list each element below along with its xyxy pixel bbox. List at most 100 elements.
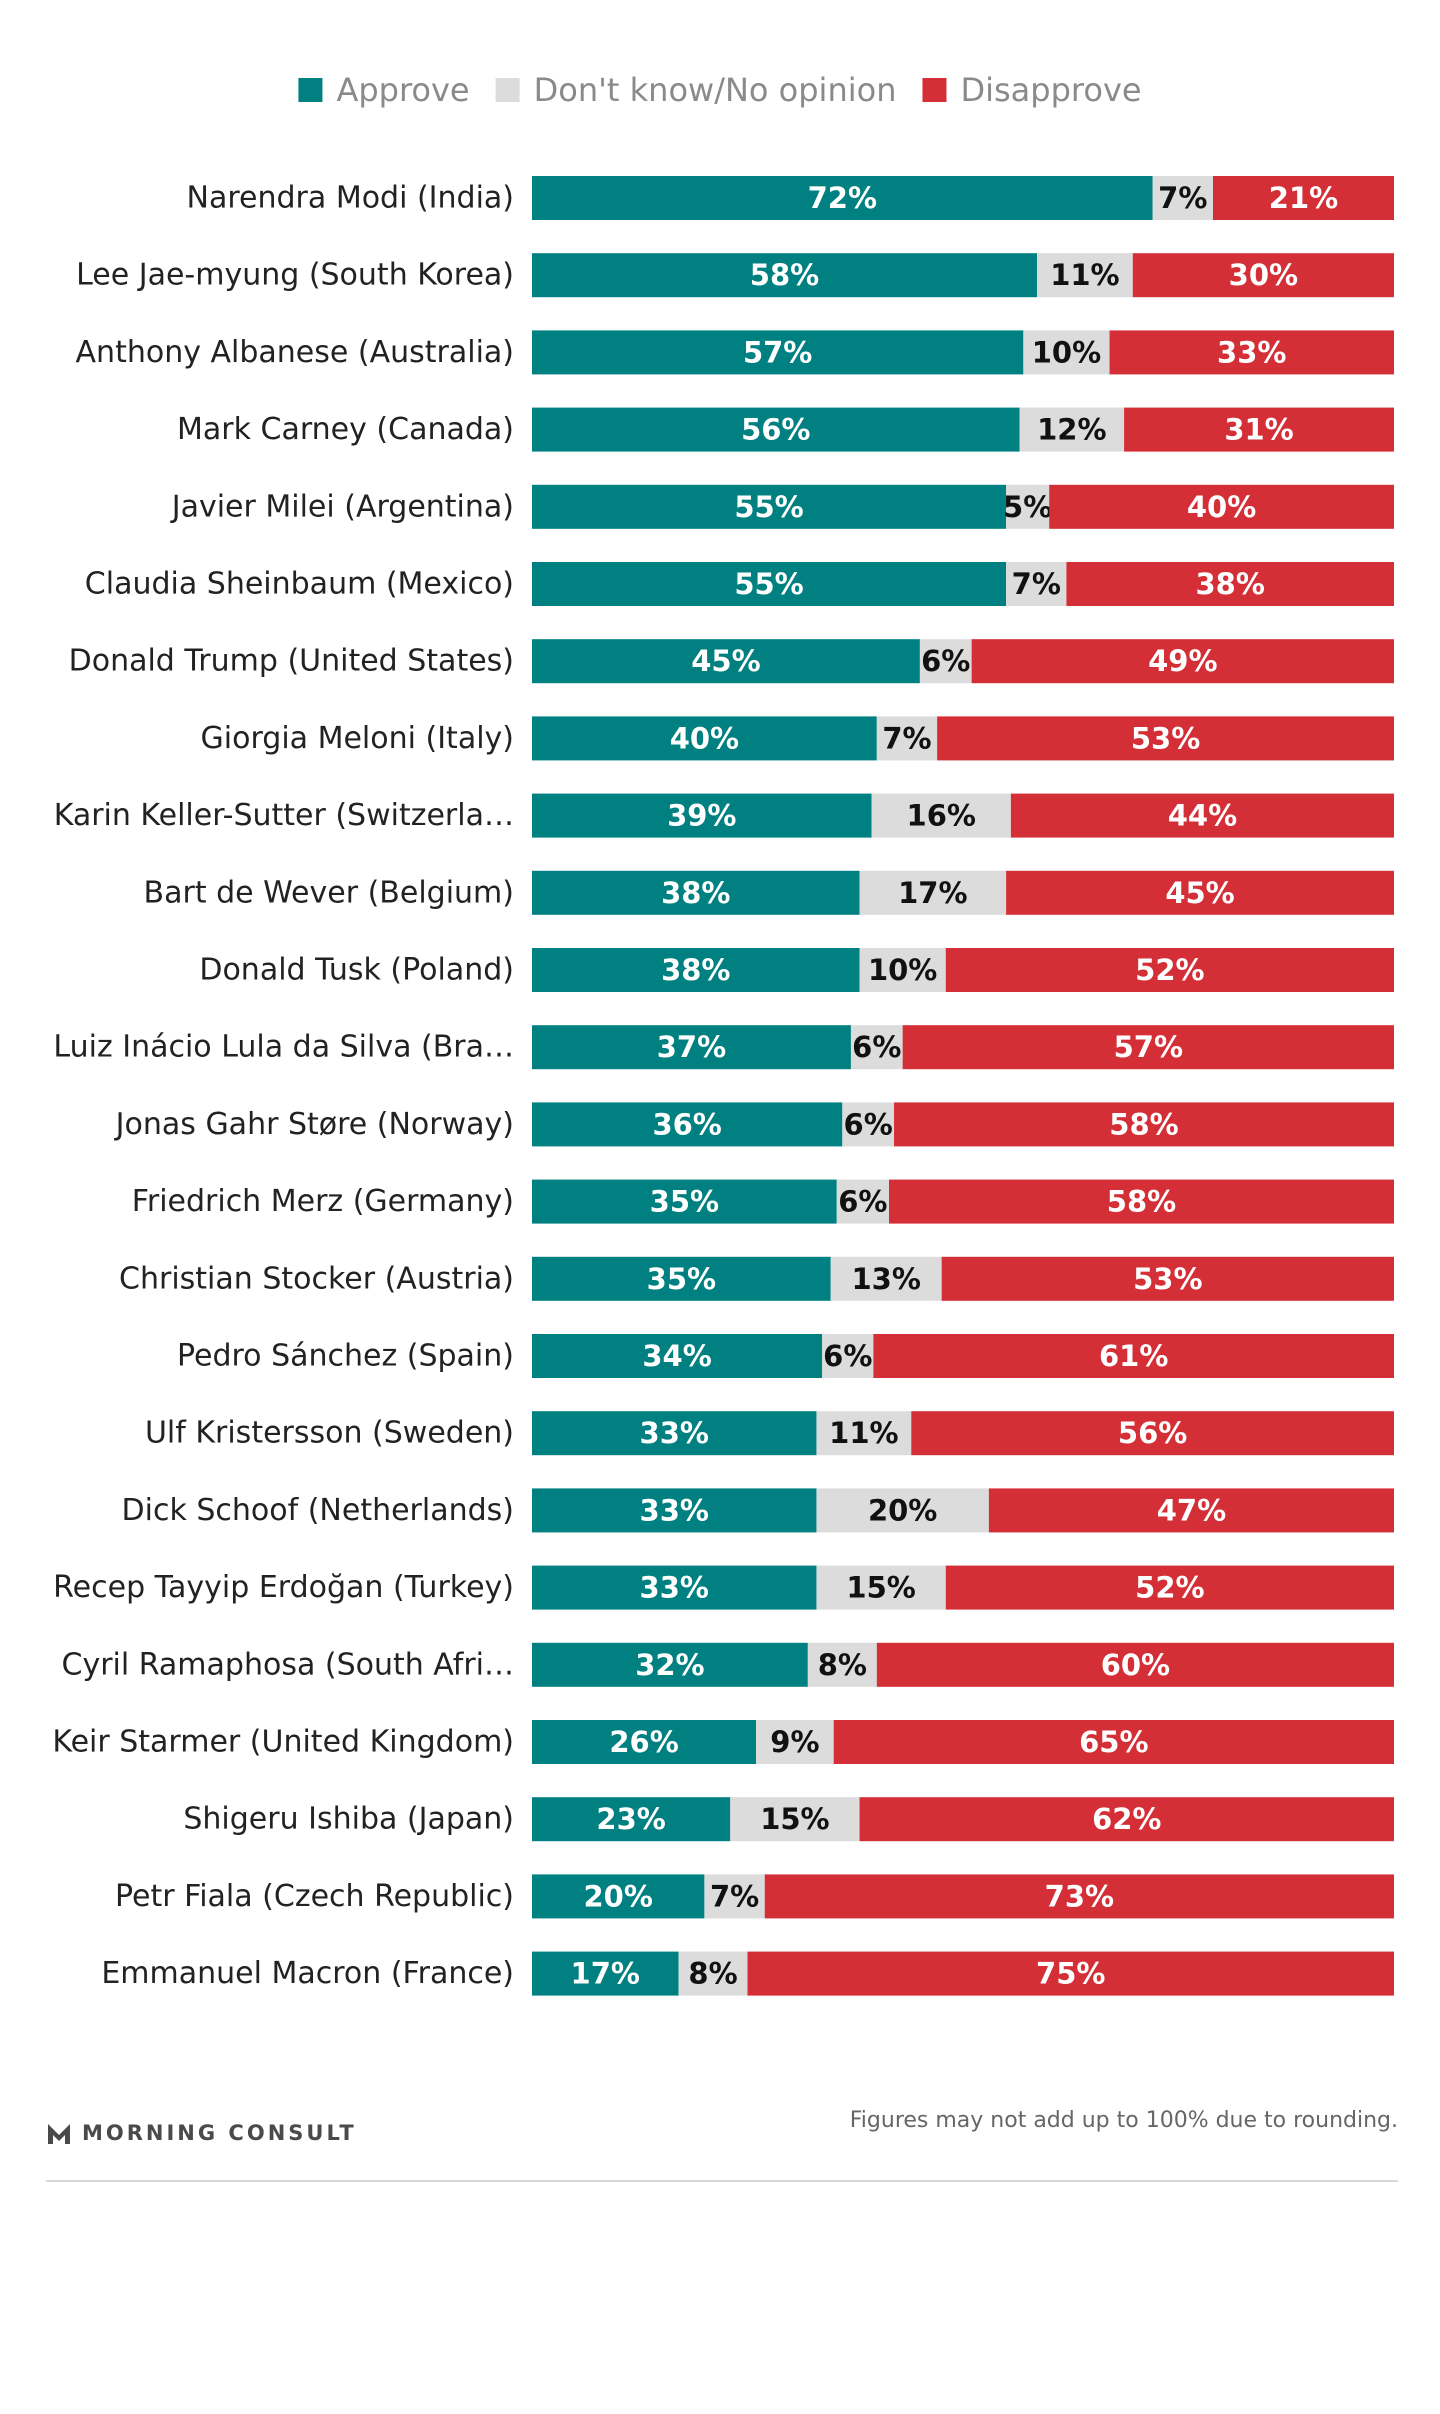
bar-row-petr-fiala-czech-republic: Petr Fiala (Czech Republic) 20% 7% 73% xyxy=(115,1874,1394,1919)
legend-swatch-don-t-know-no-opinion xyxy=(495,78,520,102)
bar-segment-disapprove xyxy=(876,1642,1394,1687)
bar-segment-disapprove xyxy=(911,1411,1394,1456)
data-label-disapprove: 52% xyxy=(1135,953,1204,987)
data-label-disapprove: 75% xyxy=(1036,1957,1105,1991)
bar-row-ulf-kristersson-sweden: Ulf Kristersson (Sweden) 33% 11% 56% xyxy=(145,1411,1394,1456)
data-label-don-t-know-no-opinion: 15% xyxy=(846,1571,915,1605)
bar-segment-approve xyxy=(532,1951,679,1996)
data-label-approve: 23% xyxy=(596,1802,665,1836)
legend-label-approve: Approve xyxy=(336,71,469,109)
bar-segment-approve xyxy=(532,793,872,838)
data-label-disapprove: 21% xyxy=(1269,181,1338,215)
category-label: Narendra Modi (India) xyxy=(187,181,514,216)
bar-segment-don-t-know-no-opinion xyxy=(1006,562,1067,606)
bar-segment-don-t-know-no-opinion xyxy=(836,1179,889,1224)
bar-segment-approve xyxy=(532,870,860,915)
data-label-disapprove: 58% xyxy=(1107,1185,1176,1219)
bar-segment-approve xyxy=(532,176,1153,220)
category-label: Dick Schoof (Netherlands) xyxy=(122,1493,514,1528)
data-label-disapprove: 45% xyxy=(1165,876,1234,910)
category-label: Pedro Sánchez (Spain) xyxy=(177,1339,514,1374)
bar-segment-disapprove xyxy=(1049,484,1394,529)
bar-row-dick-schoof-netherlands: Dick Schoof (Netherlands) 33% 20% 47% xyxy=(122,1488,1394,1533)
morning-consult-logo-icon xyxy=(48,2124,70,2144)
bar-row-anthony-albanese-australia: Anthony Albanese (Australia) 57% 10% 33% xyxy=(76,330,1394,375)
bar-segment-disapprove xyxy=(1109,330,1394,375)
bar-segment-disapprove xyxy=(888,1179,1394,1224)
data-label-approve: 58% xyxy=(750,258,819,292)
data-label-disapprove: 44% xyxy=(1168,799,1237,833)
bar-segment-approve xyxy=(532,1642,808,1687)
legend-item-disapprove: Disapprove xyxy=(922,71,1142,109)
data-label-approve: 38% xyxy=(661,953,730,987)
bar-row-giorgia-meloni-italy: Giorgia Meloni (Italy) 40% 7% 53% xyxy=(201,716,1394,761)
data-label-disapprove: 38% xyxy=(1196,567,1265,601)
bar-segment-disapprove xyxy=(859,1797,1394,1842)
data-label-don-t-know-no-opinion: 10% xyxy=(1032,335,1101,369)
data-label-approve: 55% xyxy=(734,567,803,601)
bar-segment-don-t-know-no-opinion xyxy=(816,1565,946,1610)
category-label: Donald Trump (United States) xyxy=(69,644,514,679)
category-label: Jonas Gahr Støre (Norway) xyxy=(114,1107,514,1142)
bar-row-claudia-sheinbaum-mexico: Claudia Sheinbaum (Mexico) 55% 7% 38% xyxy=(85,562,1394,606)
data-label-approve: 57% xyxy=(743,335,812,369)
data-label-disapprove: 73% xyxy=(1045,1879,1114,1913)
bar-segment-don-t-know-no-opinion xyxy=(816,1488,989,1533)
data-label-disapprove: 65% xyxy=(1079,1725,1148,1759)
bar-row-jonas-gahr-st-re-norway: Jonas Gahr Støre (Norway) 36% 6% 58% xyxy=(114,1102,1394,1147)
bar-segment-don-t-know-no-opinion xyxy=(871,793,1011,838)
bar-row-javier-milei-argentina: Javier Milei (Argentina) 55% 5% 40% xyxy=(170,484,1394,529)
data-label-approve: 33% xyxy=(640,1416,709,1450)
data-label-don-t-know-no-opinion: 8% xyxy=(818,1648,867,1682)
bar-segment-approve xyxy=(532,253,1038,298)
data-label-don-t-know-no-opinion: 9% xyxy=(770,1725,819,1759)
data-label-approve: 33% xyxy=(640,1493,709,1527)
category-label: Luiz Inácio Lula da Silva (Bra… xyxy=(53,1030,514,1065)
data-label-disapprove: 53% xyxy=(1133,1262,1202,1296)
legend-label-disapprove: Disapprove xyxy=(960,71,1141,109)
data-label-don-t-know-no-opinion: 8% xyxy=(688,1957,737,1991)
bar-segment-don-t-know-no-opinion xyxy=(842,1102,895,1147)
data-label-don-t-know-no-opinion: 7% xyxy=(710,1879,759,1913)
bar-segment-disapprove xyxy=(945,1565,1394,1610)
data-label-don-t-know-no-opinion: 11% xyxy=(829,1416,898,1450)
bar-row-cyril-ramaphosa-south-afri: Cyril Ramaphosa (South Afri… 32% 8% 60% xyxy=(62,1642,1394,1687)
legend-item-don-t-know-no-opinion: Don't know/No opinion xyxy=(495,71,896,109)
bar-row-emmanuel-macron-france: Emmanuel Macron (France) 17% 8% 75% xyxy=(101,1951,1394,1996)
category-label: Lee Jae-myung (South Korea) xyxy=(76,258,514,293)
data-label-approve: 40% xyxy=(670,721,739,755)
bar-segment-disapprove xyxy=(1212,176,1394,220)
category-label: Donald Tusk (Poland) xyxy=(199,953,514,988)
data-label-disapprove: 61% xyxy=(1099,1339,1168,1373)
data-label-approve: 55% xyxy=(734,490,803,524)
category-label: Ulf Kristersson (Sweden) xyxy=(145,1416,514,1451)
bar-segment-disapprove xyxy=(1124,407,1394,452)
data-label-don-t-know-no-opinion: 12% xyxy=(1037,413,1106,447)
legend-item-approve: Approve xyxy=(298,71,470,109)
bar-segment-don-t-know-no-opinion xyxy=(704,1874,765,1919)
bar-segment-approve xyxy=(532,407,1020,452)
category-label: Giorgia Meloni (Italy) xyxy=(201,721,514,756)
bar-segment-approve xyxy=(532,1565,817,1610)
bar-segment-approve xyxy=(532,1179,837,1224)
data-label-disapprove: 53% xyxy=(1131,721,1200,755)
data-label-disapprove: 56% xyxy=(1118,1416,1187,1450)
bar-row-lee-jae-myung-south-korea: Lee Jae-myung (South Korea) 58% 11% 30% xyxy=(76,253,1394,298)
bar-segment-don-t-know-no-opinion xyxy=(1037,253,1133,298)
data-label-disapprove: 40% xyxy=(1187,490,1256,524)
data-label-approve: 17% xyxy=(571,1957,640,1991)
data-label-don-t-know-no-opinion: 7% xyxy=(882,721,931,755)
bar-segment-don-t-know-no-opinion xyxy=(756,1720,834,1764)
bar-row-karin-keller-sutter-switzerla: Karin Keller-Sutter (Switzerla… 39% 16% 44% xyxy=(54,793,1394,838)
data-label-disapprove: 62% xyxy=(1092,1802,1161,1836)
category-label: Emmanuel Macron (France) xyxy=(101,1956,514,1991)
bar-segment-disapprove xyxy=(945,948,1394,992)
category-label: Bart de Wever (Belgium) xyxy=(144,875,514,910)
bar-row-keir-starmer-united-kingdom: Keir Starmer (United Kingdom) 26% 9% 65% xyxy=(52,1720,1394,1764)
bar-segment-don-t-know-no-opinion xyxy=(1152,176,1213,220)
bar-row-recep-tayyip-erdo-an-turkey: Recep Tayyip Erdoğan (Turkey) 33% 15% 52% xyxy=(53,1565,1394,1610)
bar-segment-disapprove xyxy=(937,716,1394,761)
bar-row-christian-stocker-austria: Christian Stocker (Austria) 35% 13% 53% xyxy=(119,1256,1394,1301)
bar-segment-don-t-know-no-opinion xyxy=(919,639,972,684)
category-label: Claudia Sheinbaum (Mexico) xyxy=(85,567,514,602)
